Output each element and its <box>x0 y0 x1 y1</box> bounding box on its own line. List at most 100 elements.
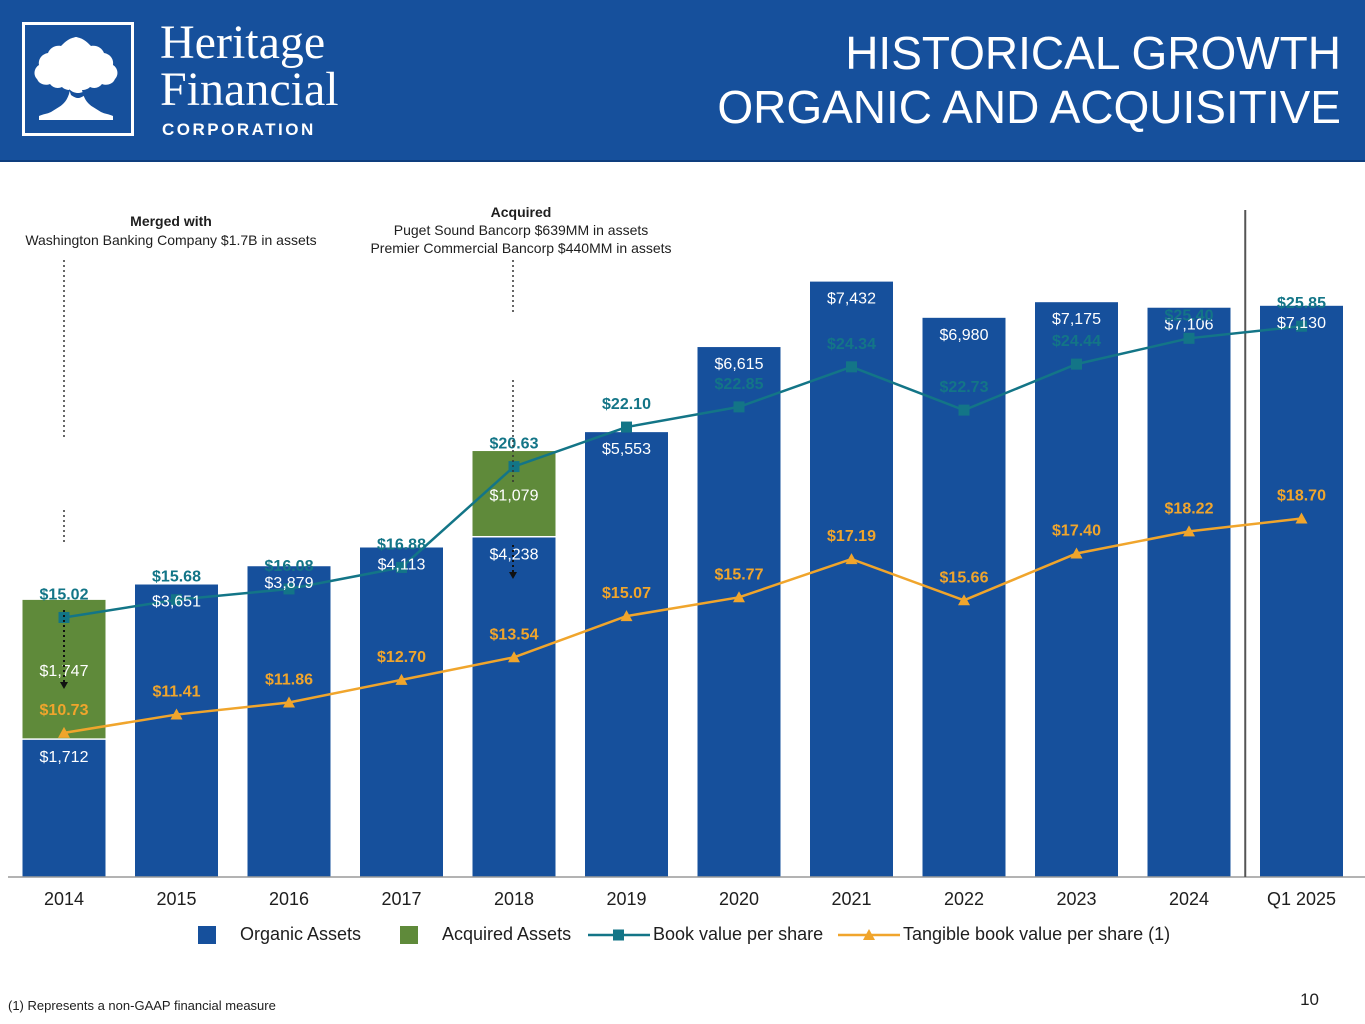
organic-assets-bar <box>810 281 893 877</box>
tangible-book-value-data-label: $12.70 <box>377 649 426 666</box>
organic-assets-bar <box>472 537 556 877</box>
organic-assets-data-label: $7,106 <box>1165 317 1214 334</box>
book-value-marker <box>621 421 632 433</box>
tangible-book-value-data-label: $15.07 <box>602 585 651 602</box>
tangible-book-value-marker <box>58 726 70 738</box>
legend-item-book-value: Book value per share <box>588 924 823 945</box>
oak-tree-icon <box>34 37 118 120</box>
x-axis-tick-label: 2016 <box>269 889 309 909</box>
book-value-data-label: $24.34 <box>827 336 876 353</box>
tangible-book-value-marker <box>845 553 858 565</box>
tangible-book-value-data-label: $18.22 <box>1165 500 1214 517</box>
book-value-data-label: $25.40 <box>1165 307 1214 324</box>
tangible-book-value-data-label: $18.70 <box>1277 488 1326 505</box>
organic-assets-bar <box>1035 302 1118 877</box>
footnote: (1) Represents a non-GAAP financial meas… <box>8 998 276 1013</box>
tangible-book-value-marker <box>620 610 633 622</box>
tangible-book-value-data-label: $15.66 <box>940 569 989 586</box>
page-number: 10 <box>1300 990 1319 1009</box>
legend-label-acquired-assets: Acquired Assets <box>442 924 572 944</box>
organic-assets-data-label: $3,651 <box>152 594 201 611</box>
x-axis-tick-label: 2018 <box>494 889 534 909</box>
legend-marker-tangible-book-value <box>838 928 900 940</box>
book-value-line <box>63 324 1302 619</box>
tangible-book-value-marker <box>170 708 183 720</box>
organic-assets-bar <box>247 566 331 877</box>
organic-assets-data-label: $7,175 <box>1052 311 1101 328</box>
organic-assets-bar <box>1147 307 1231 877</box>
legend-label-tangible-book-value: Tangible book value per share (1) <box>903 924 1171 944</box>
book-value-marker <box>958 404 970 416</box>
growth-chart: $1,712$1,7472014$3,6512015$3,8792016$4,1… <box>8 204 1365 909</box>
organic-assets-bar <box>135 584 218 877</box>
annotations-layer: Merged with Washington Banking Company $… <box>25 204 672 689</box>
merge-annotation-text: Washington Banking Company $1.7B in asse… <box>25 232 316 248</box>
book-value-data-label: $15.68 <box>152 569 201 586</box>
slide-title-line-1: HISTORICAL GROWTH <box>845 27 1341 79</box>
book-value-marker <box>733 401 745 413</box>
book-value-marker <box>1183 332 1195 344</box>
organic-assets-data-label: $4,238 <box>490 546 539 563</box>
legend-swatch-organic <box>198 925 216 944</box>
book-value-marker <box>1071 358 1082 370</box>
organic-assets-bar <box>22 739 106 877</box>
legend-swatch-acquired <box>400 925 418 944</box>
book-value-data-label: $22.10 <box>602 396 651 413</box>
tangible-book-value-data-label: $10.73 <box>40 702 89 719</box>
book-value-data-label: $16.88 <box>377 536 426 553</box>
merge-callout-arrowhead <box>60 682 68 689</box>
organic-assets-data-label: $7,432 <box>827 291 876 308</box>
labels-layer: $1,712$1,7472014$3,6512015$3,8792016$4,1… <box>40 291 1337 909</box>
legend-item-organic-assets: Organic Assets <box>198 924 361 945</box>
x-axis-tick-label: Q1 2025 <box>1267 889 1336 909</box>
x-axis-tick-label: 2021 <box>831 889 871 909</box>
book-value-data-label: $15.02 <box>40 586 89 603</box>
tangible-book-value-data-label: $11.86 <box>265 671 313 688</box>
book-value-data-label: $16.08 <box>265 558 314 575</box>
legend-marker-book-value <box>588 929 650 940</box>
lines-layer <box>58 210 1308 877</box>
logo-wordmark-corporation: CORPORATION <box>162 120 316 139</box>
organic-assets-bar <box>697 347 781 877</box>
book-value-marker <box>508 461 520 473</box>
slide-header: Heritage Financial CORPORATION HISTORICA… <box>0 0 1365 162</box>
organic-assets-data-label: $7,130 <box>1277 315 1326 332</box>
book-value-marker <box>846 361 857 373</box>
slide-title-line-2: ORGANIC AND ACQUISITIVE <box>717 81 1341 133</box>
book-value-marker <box>283 583 295 595</box>
organic-assets-data-label: $6,980 <box>940 327 989 344</box>
x-axis-tick-label: 2014 <box>44 889 84 909</box>
book-value-marker <box>396 561 407 573</box>
organic-assets-bar <box>585 432 668 877</box>
x-axis-tick-label: 2024 <box>1169 889 1209 909</box>
tangible-book-value-data-label: $13.54 <box>490 626 539 643</box>
organic-assets-data-label: $6,615 <box>715 356 764 373</box>
organic-assets-data-label: $3,879 <box>265 575 314 592</box>
tangible-book-value-marker <box>958 594 970 606</box>
tangible-book-value-data-label: $17.19 <box>827 528 876 545</box>
x-axis-tick-label: 2015 <box>156 889 196 909</box>
book-value-data-label: $25.85 <box>1277 295 1326 312</box>
x-axis-tick-label: 2017 <box>381 889 421 909</box>
book-value-data-label: $22.73 <box>940 379 989 396</box>
tangible-book-value-marker <box>395 673 408 685</box>
organic-assets-data-label: $4,113 <box>378 557 426 574</box>
x-axis-tick-label: 2023 <box>1056 889 1096 909</box>
acquire-annotation-text-2: Premier Commercial Bancorp $440MM in ass… <box>370 240 671 256</box>
x-axis-tick-label: 2020 <box>719 889 759 909</box>
merge-annotation-heading: Merged with <box>130 213 212 229</box>
legend-item-acquired-assets: Acquired Assets <box>400 924 571 945</box>
tangible-book-value-data-label: $15.77 <box>715 566 764 583</box>
acquired-assets-data-label: $1,079 <box>490 487 539 504</box>
book-value-marker <box>1296 320 1307 332</box>
logo-wordmark-financial: Financial <box>160 63 339 116</box>
acquire-annotation-text-1: Puget Sound Bancorp $639MM in assets <box>394 222 649 238</box>
organic-assets-data-label: $5,553 <box>602 441 651 458</box>
tangible-book-value-marker <box>508 651 520 663</box>
tangible-book-value-marker <box>1070 547 1083 559</box>
logo-wordmark-heritage: Heritage <box>160 16 326 69</box>
book-value-marker <box>171 594 182 606</box>
tangible-book-value-data-label: $11.41 <box>152 684 200 701</box>
tangible-book-value-line <box>63 517 1302 735</box>
tangible-book-value-data-label: $17.40 <box>1052 522 1101 539</box>
